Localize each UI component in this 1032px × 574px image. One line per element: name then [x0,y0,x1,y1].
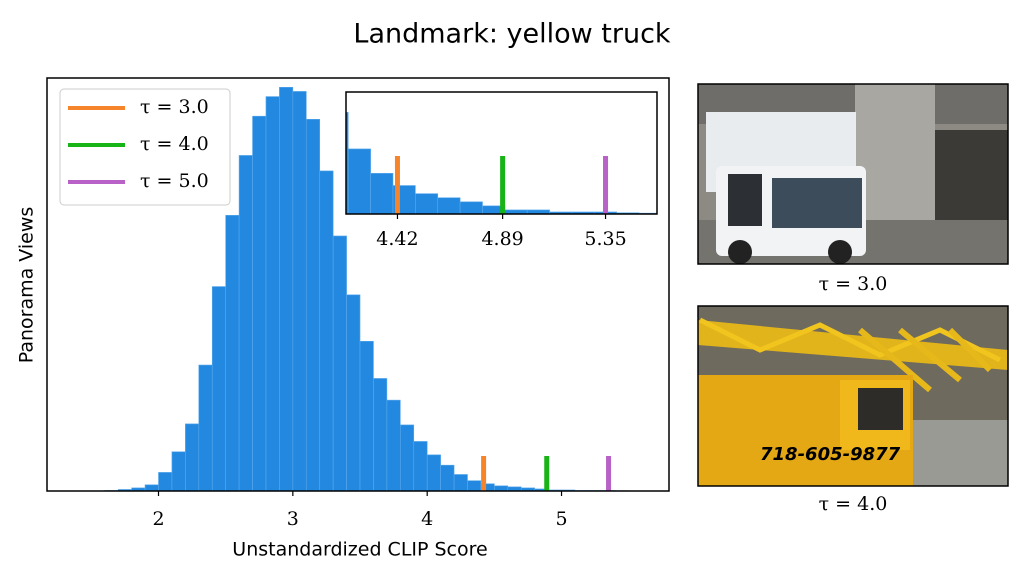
histogram-bar [13,0,35,214]
threshold-marker [481,456,487,491]
histogram-bar [305,119,321,491]
histogram-bar [35,0,57,214]
photo: 718-605-9877 [698,306,1008,486]
histogram-bar [292,91,307,491]
legend-label: τ = 3.0 [140,96,209,118]
histogram-bar [346,294,361,491]
histogram-bar [347,148,371,214]
threshold-marker [394,156,400,214]
histogram-bar [453,474,468,491]
histogram-bar [440,464,455,491]
histogram-bar [171,451,186,491]
threshold-marker [606,456,612,491]
histogram-bar [359,340,374,491]
photo [698,84,1008,264]
threshold-marker [544,456,550,491]
histogram-bar [185,423,200,491]
x-tick-label: 5.35 [584,228,626,250]
plot-area [104,86,643,491]
x-tick-label: 4.89 [481,228,523,250]
histogram-bar [386,399,401,491]
histogram-bar [332,235,347,491]
histogram-bar [144,484,159,491]
histogram-bar [158,472,173,491]
histogram-bar [467,480,482,491]
histogram-bar [426,454,441,491]
histogram-bar [373,378,388,491]
legend-label: τ = 5.0 [140,170,209,192]
inset-frame [345,91,658,215]
x-tick-label: 2 [152,508,164,530]
histogram-bar [211,286,226,491]
threshold-marker [500,156,506,214]
histogram-bar [413,441,428,491]
photo-frame [697,83,1009,265]
chart-title: Landmark: yellow truck [353,19,671,50]
x-tick-label: 4.42 [376,228,418,250]
photo-detail: 718-605-9877 [760,444,901,465]
histogram-bar [252,115,267,491]
histogram-bar [437,197,461,214]
histogram-bar [400,424,415,491]
histogram-bar [225,215,240,491]
legend-label: τ = 4.0 [140,133,209,155]
threshold-marker [603,156,609,214]
histogram-bar [494,485,509,491]
x-tick-label: 5 [555,508,567,530]
axes-frame [46,77,670,492]
histogram-bar [279,86,294,491]
histogram-bar [415,193,439,214]
x-tick-label: 4 [421,508,433,530]
photo-frame [697,305,1009,487]
histogram-bar [198,364,213,491]
x-axis-label: Unstandardized CLIP Score [232,539,487,561]
y-axis-label: Panorama Views [16,207,38,364]
histogram-bar [0,0,13,214]
histogram-bar [238,155,253,491]
histogram-bar [459,201,483,214]
photo-caption: τ = 3.0 [819,273,888,295]
x-tick-label: 3 [287,508,299,530]
histogram-bar [265,96,280,491]
legend-box [59,88,231,206]
histogram-bar [370,173,394,214]
histogram-bar [319,170,334,491]
photo-caption: τ = 4.0 [819,493,888,515]
